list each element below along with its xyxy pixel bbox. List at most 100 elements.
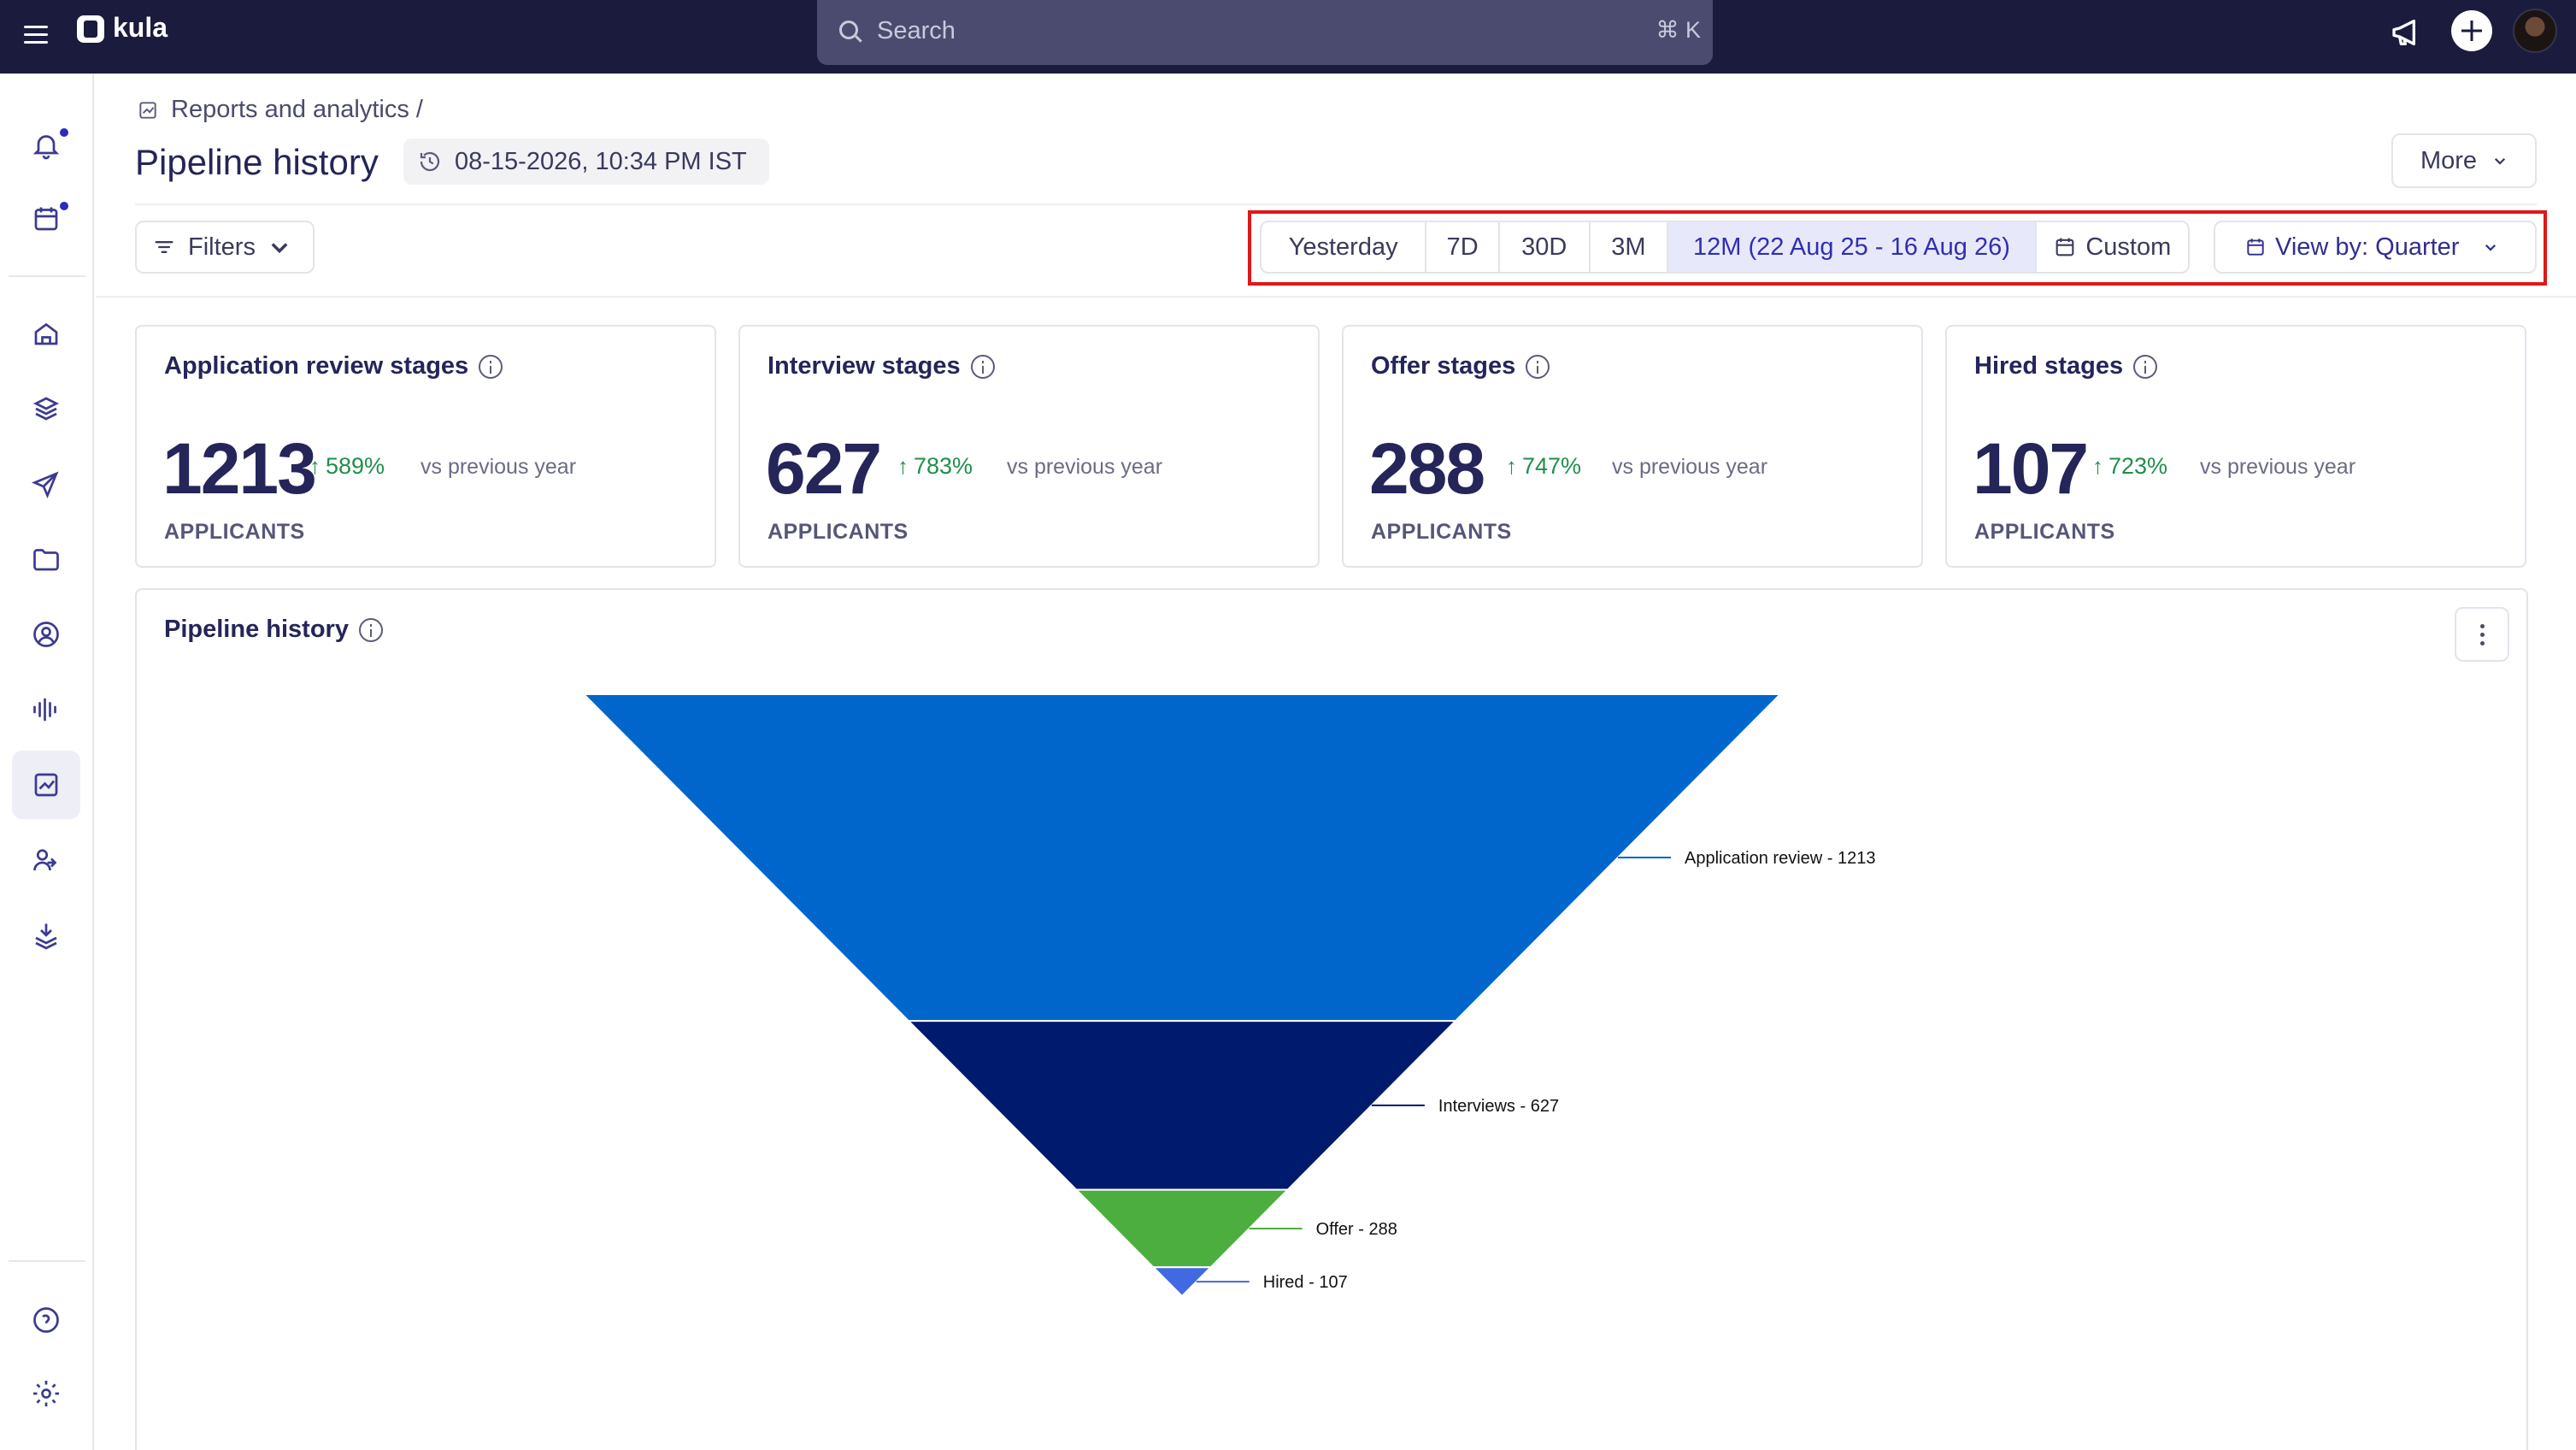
settings-icon[interactable] <box>12 1359 80 1428</box>
stat-card-application-review: Application review stages 1213 ↑ 589% vs … <box>135 325 716 568</box>
search-icon <box>839 21 858 39</box>
card-unit: APPLICANTS <box>1371 520 1512 544</box>
kula-logo-icon <box>77 15 104 43</box>
range-label: 12M (22 Aug 25 - 16 Aug 26) <box>1693 233 2010 261</box>
card-comparison: vs previous year <box>1007 455 1163 479</box>
funnel-label: Interviews - 627 <box>1438 1097 1559 1116</box>
range-label: 7D <box>1446 233 1479 261</box>
info-icon[interactable] <box>2133 354 2158 379</box>
user-circle-icon[interactable] <box>12 600 80 669</box>
sidebar <box>0 74 94 1450</box>
view-by-dropdown[interactable]: View by: Quarter <box>2214 221 2537 274</box>
arrow-up-icon: ↑ <box>897 453 909 479</box>
search-placeholder: Search <box>877 17 956 44</box>
range-yesterday[interactable]: Yesterday <box>1262 222 1427 272</box>
card-comparison: vs previous year <box>1612 455 1768 479</box>
date-range-selector: Yesterday 7D 30D 3M 12M (22 Aug 25 - 16 … <box>1260 221 2190 274</box>
pipeline-history-panel: Pipeline history Application review - 12… <box>135 588 2528 1450</box>
chevron-down-icon <box>2485 244 2497 251</box>
add-icon[interactable] <box>2451 10 2492 51</box>
calendar-icon <box>2056 238 2074 256</box>
bell-icon[interactable] <box>12 111 80 180</box>
filter-icon <box>155 241 173 253</box>
stat-card-interview: Interview stages 627 ↑ 783% vs previous y… <box>738 325 1320 568</box>
card-unit: APPLICANTS <box>768 520 909 544</box>
range-custom[interactable]: Custom <box>2037 222 2188 272</box>
card-unit: APPLICANTS <box>164 520 305 544</box>
send-icon[interactable] <box>12 450 80 518</box>
card-delta-value: 747% <box>1522 453 1582 479</box>
arrow-up-icon: ↑ <box>2092 453 2103 479</box>
card-value: 627 <box>766 428 882 509</box>
megaphone-icon[interactable] <box>2390 15 2424 50</box>
header-divider <box>135 203 2537 205</box>
info-icon[interactable] <box>970 354 995 379</box>
view-by-label: View by: Quarter <box>2275 233 2460 261</box>
card-delta-value: 723% <box>2108 453 2168 479</box>
card-title-text: Hired stages <box>1974 352 2124 380</box>
chevron-down-icon <box>271 243 288 254</box>
folder-icon[interactable] <box>12 525 80 593</box>
range-3m[interactable]: 3M <box>1591 222 1669 272</box>
range-label: Custom <box>2085 233 2172 261</box>
range-30d[interactable]: 30D <box>1500 222 1591 272</box>
sidebar-divider <box>9 275 85 277</box>
search-bar[interactable]: Search ⌘ K <box>817 0 1713 65</box>
users-icon[interactable] <box>12 826 80 894</box>
range-7d[interactable]: 7D <box>1426 222 1500 272</box>
card-title: Offer stages <box>1371 352 1550 380</box>
breadcrumb[interactable]: Reports and analytics / <box>137 96 423 124</box>
audio-wave-icon[interactable] <box>12 675 80 744</box>
stat-card-hired: Hired stages 107 ↑ 723% vs previous year … <box>1945 325 2526 568</box>
card-title-text: Offer stages <box>1371 352 1516 380</box>
hamburger-menu-icon[interactable] <box>24 21 48 51</box>
range-label: 3M <box>1611 233 1646 261</box>
card-comparison: vs previous year <box>2200 455 2356 479</box>
filters-button[interactable]: Filters <box>135 221 315 274</box>
card-comparison: vs previous year <box>421 455 577 479</box>
range-12m[interactable]: 12M (22 Aug 25 - 16 Aug 26) <box>1668 222 2037 272</box>
card-title: Interview stages <box>768 352 995 380</box>
top-bar: kula Search ⌘ K <box>0 0 2576 74</box>
card-value: 107 <box>1973 428 2089 509</box>
more-button[interactable]: More <box>2391 133 2537 188</box>
range-label: 30D <box>1521 233 1567 261</box>
info-icon[interactable] <box>358 617 383 642</box>
layers-icon[interactable] <box>12 374 80 443</box>
funnel-chart: Application review - 1213 Interviews - 62… <box>581 693 1876 1298</box>
help-icon[interactable] <box>12 1286 80 1354</box>
range-label: Yesterday <box>1288 233 1398 261</box>
filters-label: Filters <box>188 233 256 261</box>
breadcrumb-label[interactable]: Reports and analytics / <box>171 96 423 123</box>
stat-card-offer: Offer stages 288 ↑ 747% vs previous year … <box>1342 325 1923 568</box>
card-title-text: Application review stages <box>164 352 469 380</box>
sidebar-divider <box>9 1260 85 1262</box>
card-title: Hired stages <box>1974 352 2158 380</box>
card-delta: ↑ 589% <box>309 453 385 480</box>
chevron-down-icon <box>2494 157 2506 165</box>
search-shortcut: ⌘ K <box>1656 17 1701 43</box>
card-delta: ↑ 723% <box>2092 453 2167 480</box>
download-stack-icon[interactable] <box>12 901 80 970</box>
info-icon[interactable] <box>1526 354 1550 379</box>
user-avatar[interactable] <box>2513 9 2557 53</box>
last-updated-badge: 08-15-2026, 10:34 PM IST <box>403 139 769 185</box>
more-options-icon[interactable] <box>2455 607 2509 662</box>
funnel-label: Hired - 107 <box>1263 1273 1348 1292</box>
highlight-box <box>1248 210 2547 286</box>
card-delta: ↑ 747% <box>1506 453 1581 480</box>
reports-icon[interactable] <box>12 751 80 819</box>
page-title: Pipeline history <box>135 142 379 182</box>
last-updated-timestamp: 08-15-2026, 10:34 PM IST <box>455 147 747 175</box>
info-icon[interactable] <box>479 354 503 379</box>
home-icon[interactable] <box>12 299 80 368</box>
card-unit: APPLICANTS <box>1974 520 2115 544</box>
calendar-icon[interactable] <box>12 185 80 253</box>
panel-title-text: Pipeline history <box>164 616 349 643</box>
arrow-up-icon: ↑ <box>1506 453 1517 479</box>
funnel-segment-application-review[interactable] <box>581 693 1783 1023</box>
card-value: 1213 <box>162 428 317 509</box>
panel-title: Pipeline history <box>164 616 383 644</box>
funnel-label: Application review - 1213 <box>1685 849 1875 868</box>
funnel-label: Offer - 288 <box>1316 1220 1397 1239</box>
